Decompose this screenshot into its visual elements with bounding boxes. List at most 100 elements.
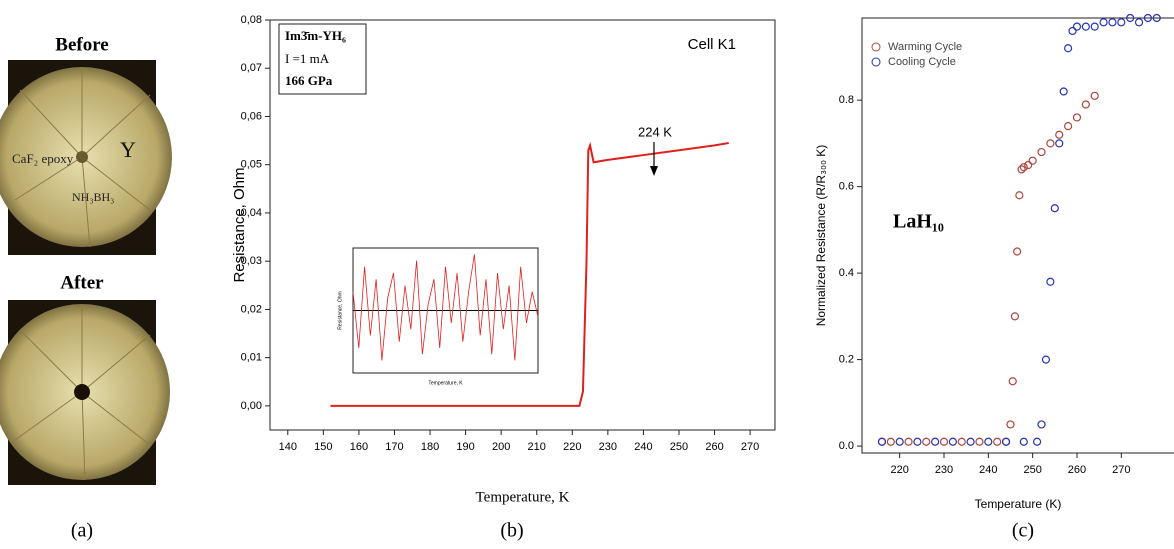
point (966, 437, 975, 446)
point (939, 437, 949, 446)
point (1001, 437, 1011, 446)
point (1143, 13, 1152, 23)
point (1024, 160, 1033, 170)
x-tick-label: 260 (705, 441, 723, 453)
x-tick-label: 250 (1023, 464, 1041, 476)
x-tick-label: 230 (599, 441, 617, 453)
x-tick-label: 190 (456, 441, 474, 453)
arrow-head (650, 166, 658, 176)
point (984, 437, 993, 446)
y-tick-label: 0,07 (241, 62, 262, 74)
photo-title: Before (55, 34, 108, 55)
chart: 220 230 240 250 260 270 0.0 0.2 0.4 0.6 0.8 Tempera… (814, 13, 1174, 511)
x-axis-label: Temperature, K (428, 380, 463, 386)
point (1064, 122, 1073, 131)
plot-frame (861, 17, 1174, 454)
point (1090, 91, 1099, 100)
x-tick-label: 180 (421, 441, 439, 453)
x-tick-label: 270 (741, 441, 759, 453)
point (1134, 18, 1144, 27)
point (1015, 191, 1024, 200)
point (1081, 100, 1090, 109)
y-axis-label: Normalized Resistance (R/R₃₀₀ K) (814, 145, 828, 327)
x-tick-label: 260 (1068, 464, 1086, 476)
point (1037, 147, 1046, 157)
point (1006, 420, 1015, 429)
point (877, 437, 887, 446)
annotation: 166 GPa (285, 73, 333, 88)
point (1090, 22, 1099, 31)
point (1050, 204, 1059, 213)
photo-before (0, 60, 172, 255)
point (1099, 18, 1108, 27)
x-tick-label: 200 (492, 441, 510, 453)
y-tick-label: 0.8 (839, 94, 854, 106)
x-tick-label: 250 (670, 441, 688, 453)
photo-title: After (60, 272, 104, 293)
panel-label: (c) (1012, 520, 1034, 542)
point (1041, 355, 1051, 364)
point (1059, 87, 1068, 96)
y-tick-label: 0,08 (241, 14, 262, 26)
point (1008, 377, 1017, 386)
point (1081, 22, 1090, 31)
y-tick-label: 0,02 (241, 303, 262, 315)
point (1117, 18, 1126, 27)
point (1019, 437, 1028, 446)
y-tick-label: 0,03 (241, 255, 262, 267)
x-axis-label: Temperature, K (476, 489, 570, 505)
point (1072, 113, 1082, 122)
annotation: LaH₁₀ (893, 211, 944, 233)
point (931, 437, 940, 446)
annotation: I =1 mA (285, 51, 330, 66)
x-axis-label: Temperature (K) (975, 497, 1062, 511)
legend-label: Warming Cycle (888, 41, 962, 53)
point (1068, 26, 1077, 36)
point (1017, 165, 1026, 174)
x-tick-label: 220 (563, 441, 581, 453)
y-tick-label: 0.6 (839, 181, 854, 193)
point (1072, 22, 1082, 31)
line (330, 141, 729, 407)
y-tick-label: 0.2 (839, 354, 854, 366)
line (352, 254, 539, 361)
annotation: Im3̄m-YH₆ (285, 28, 346, 43)
point (913, 437, 922, 446)
point (1019, 163, 1028, 172)
annotation: 224 K (638, 124, 672, 139)
point (1055, 130, 1064, 139)
info-box (278, 23, 367, 95)
point (1032, 437, 1042, 446)
y-tick-label: 0,06 (241, 110, 262, 122)
legend-label: Cooling Cycle (888, 56, 956, 68)
point (1010, 312, 1020, 321)
x-tick-label: 230 (935, 464, 953, 476)
point (957, 437, 966, 446)
x-tick-label: 270 (1112, 464, 1130, 476)
point (1064, 44, 1073, 53)
x-tick-label: 160 (350, 441, 368, 453)
x-tick-label: 150 (314, 441, 332, 453)
y-tick-label: 0,04 (241, 207, 262, 219)
point (904, 437, 913, 446)
point (922, 437, 931, 446)
point (1108, 18, 1117, 27)
point (948, 437, 957, 446)
panel-label: (b) (500, 520, 523, 542)
point (1152, 13, 1161, 23)
legend-marker (871, 57, 881, 67)
y-tick-label: 0,00 (241, 400, 262, 412)
y-axis-label: Resistance, Ohm (337, 291, 343, 329)
photo-label: Y (120, 137, 136, 162)
point (975, 437, 984, 446)
point (1046, 139, 1055, 148)
photo-after (0, 300, 170, 485)
point (1037, 420, 1046, 429)
point (1046, 277, 1055, 286)
y-tick-label: 0,01 (241, 352, 262, 364)
photo-label: CaF₂ epoxy (12, 151, 74, 166)
point (993, 437, 1002, 446)
y-tick-label: 0,05 (241, 159, 262, 171)
